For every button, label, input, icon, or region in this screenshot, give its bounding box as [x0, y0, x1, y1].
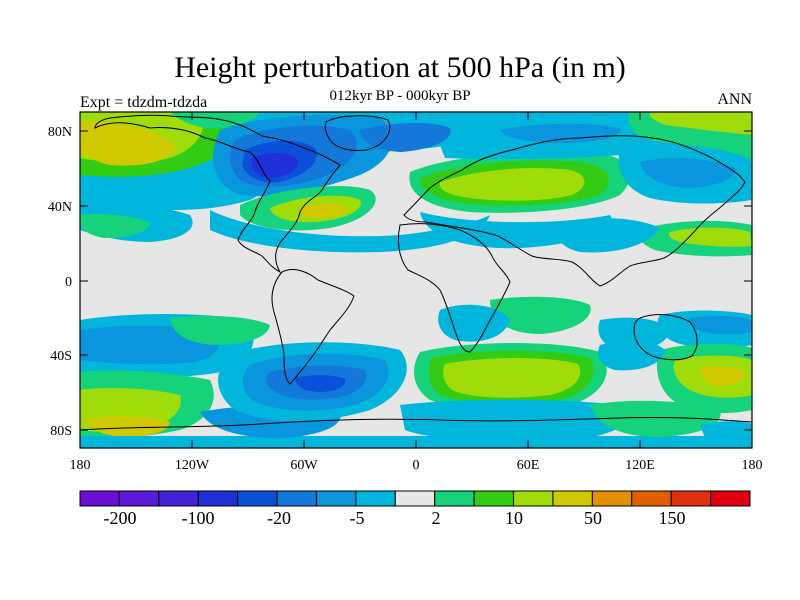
- colorbar-box: [513, 490, 554, 507]
- lat-label: 0: [65, 275, 72, 290]
- colorbar-box: [591, 490, 633, 507]
- coastlines: [80, 114, 752, 431]
- coast-australia: [633, 314, 698, 361]
- lon-label: 180: [742, 458, 763, 473]
- lat-label: 40N: [48, 200, 72, 215]
- colorbar-box: [197, 490, 239, 507]
- coast-eurasia: [403, 135, 746, 287]
- colorbar-box: [355, 490, 396, 507]
- colorbar-box: [434, 490, 475, 507]
- colorbar-box: [237, 490, 278, 507]
- field-patch: [598, 340, 665, 371]
- lon-label: 120E: [625, 458, 655, 473]
- coast-south-america: [271, 269, 355, 385]
- lon-label: 60W: [290, 458, 318, 473]
- field-patch: [438, 304, 510, 342]
- field-patch: [640, 158, 736, 188]
- colorbar-label: 2: [432, 508, 441, 528]
- field-patch: [649, 112, 752, 135]
- coast-antarctica: [80, 416, 752, 431]
- field-patch: [443, 358, 581, 398]
- field-patch: [80, 121, 175, 166]
- colorbar-box: [276, 490, 317, 507]
- field-patch: [360, 122, 451, 152]
- colorbar-box: [552, 490, 593, 507]
- colorbar-box: [315, 490, 357, 507]
- map-subtitle: 012kyr BP - 000kyr BP: [329, 88, 471, 104]
- colorbar-box: [158, 490, 199, 507]
- field-patch: [80, 213, 150, 238]
- lon-label: 0: [413, 458, 420, 473]
- colorbar-box: [473, 490, 515, 507]
- colorbar: [79, 490, 751, 507]
- coast-north-america: [94, 114, 341, 274]
- field-patch: [668, 227, 752, 247]
- lon-label: 180: [70, 458, 91, 473]
- field-patch: [700, 366, 745, 386]
- coast-greenland: [324, 115, 391, 151]
- colorbar-box: [670, 490, 712, 507]
- field-patch: [500, 123, 621, 143]
- lat-labels: 80N 40N 0 40S 80S: [48, 125, 72, 439]
- field-patch: [439, 168, 585, 201]
- field-patch: [689, 315, 752, 335]
- experiment-label: Expt = tdzdm-tdzda: [80, 94, 208, 111]
- colorbar-label: -20: [267, 508, 291, 528]
- lat-label: 80S: [50, 424, 72, 439]
- lat-label: 40S: [50, 349, 72, 364]
- field-patch: [700, 421, 752, 442]
- colorbar-box: [710, 490, 751, 507]
- colorbar-label: 150: [659, 508, 686, 528]
- lat-ticks: [80, 130, 752, 431]
- colorbar-box: [118, 490, 160, 507]
- colorbar-label: -100: [182, 508, 215, 528]
- field-patch: [85, 416, 170, 437]
- colorbar-box: [631, 490, 672, 507]
- coast-africa: [397, 223, 511, 353]
- lon-labels: 180 120W 60W 0 60E 120E 180: [70, 458, 763, 473]
- field-patch: [210, 210, 490, 253]
- field-patch: [170, 316, 270, 345]
- season-label: ANN: [717, 91, 752, 108]
- colorbar-box: [394, 490, 436, 507]
- colorbar-box: [79, 490, 120, 507]
- field-patch: [490, 296, 591, 334]
- lon-ticks: [79, 112, 753, 448]
- map-title: Height perturbation at 500 hPa (in m): [174, 51, 626, 84]
- field-patch: [295, 375, 346, 392]
- map-field: [80, 112, 752, 448]
- colorbar-label: 10: [505, 508, 523, 528]
- lon-label: 60E: [517, 458, 540, 473]
- colorbar-label: 50: [584, 508, 602, 528]
- lat-label: 80N: [48, 125, 72, 140]
- field-patch: [556, 218, 660, 253]
- field-patch: [299, 203, 348, 218]
- field-patch: [590, 400, 721, 437]
- colorbar-label: -5: [350, 508, 365, 528]
- colorbar-labels: -200 -100 -20 -5 2 10 50 150: [104, 508, 686, 528]
- lon-label: 120W: [175, 458, 210, 473]
- colorbar-label: -200: [104, 508, 137, 528]
